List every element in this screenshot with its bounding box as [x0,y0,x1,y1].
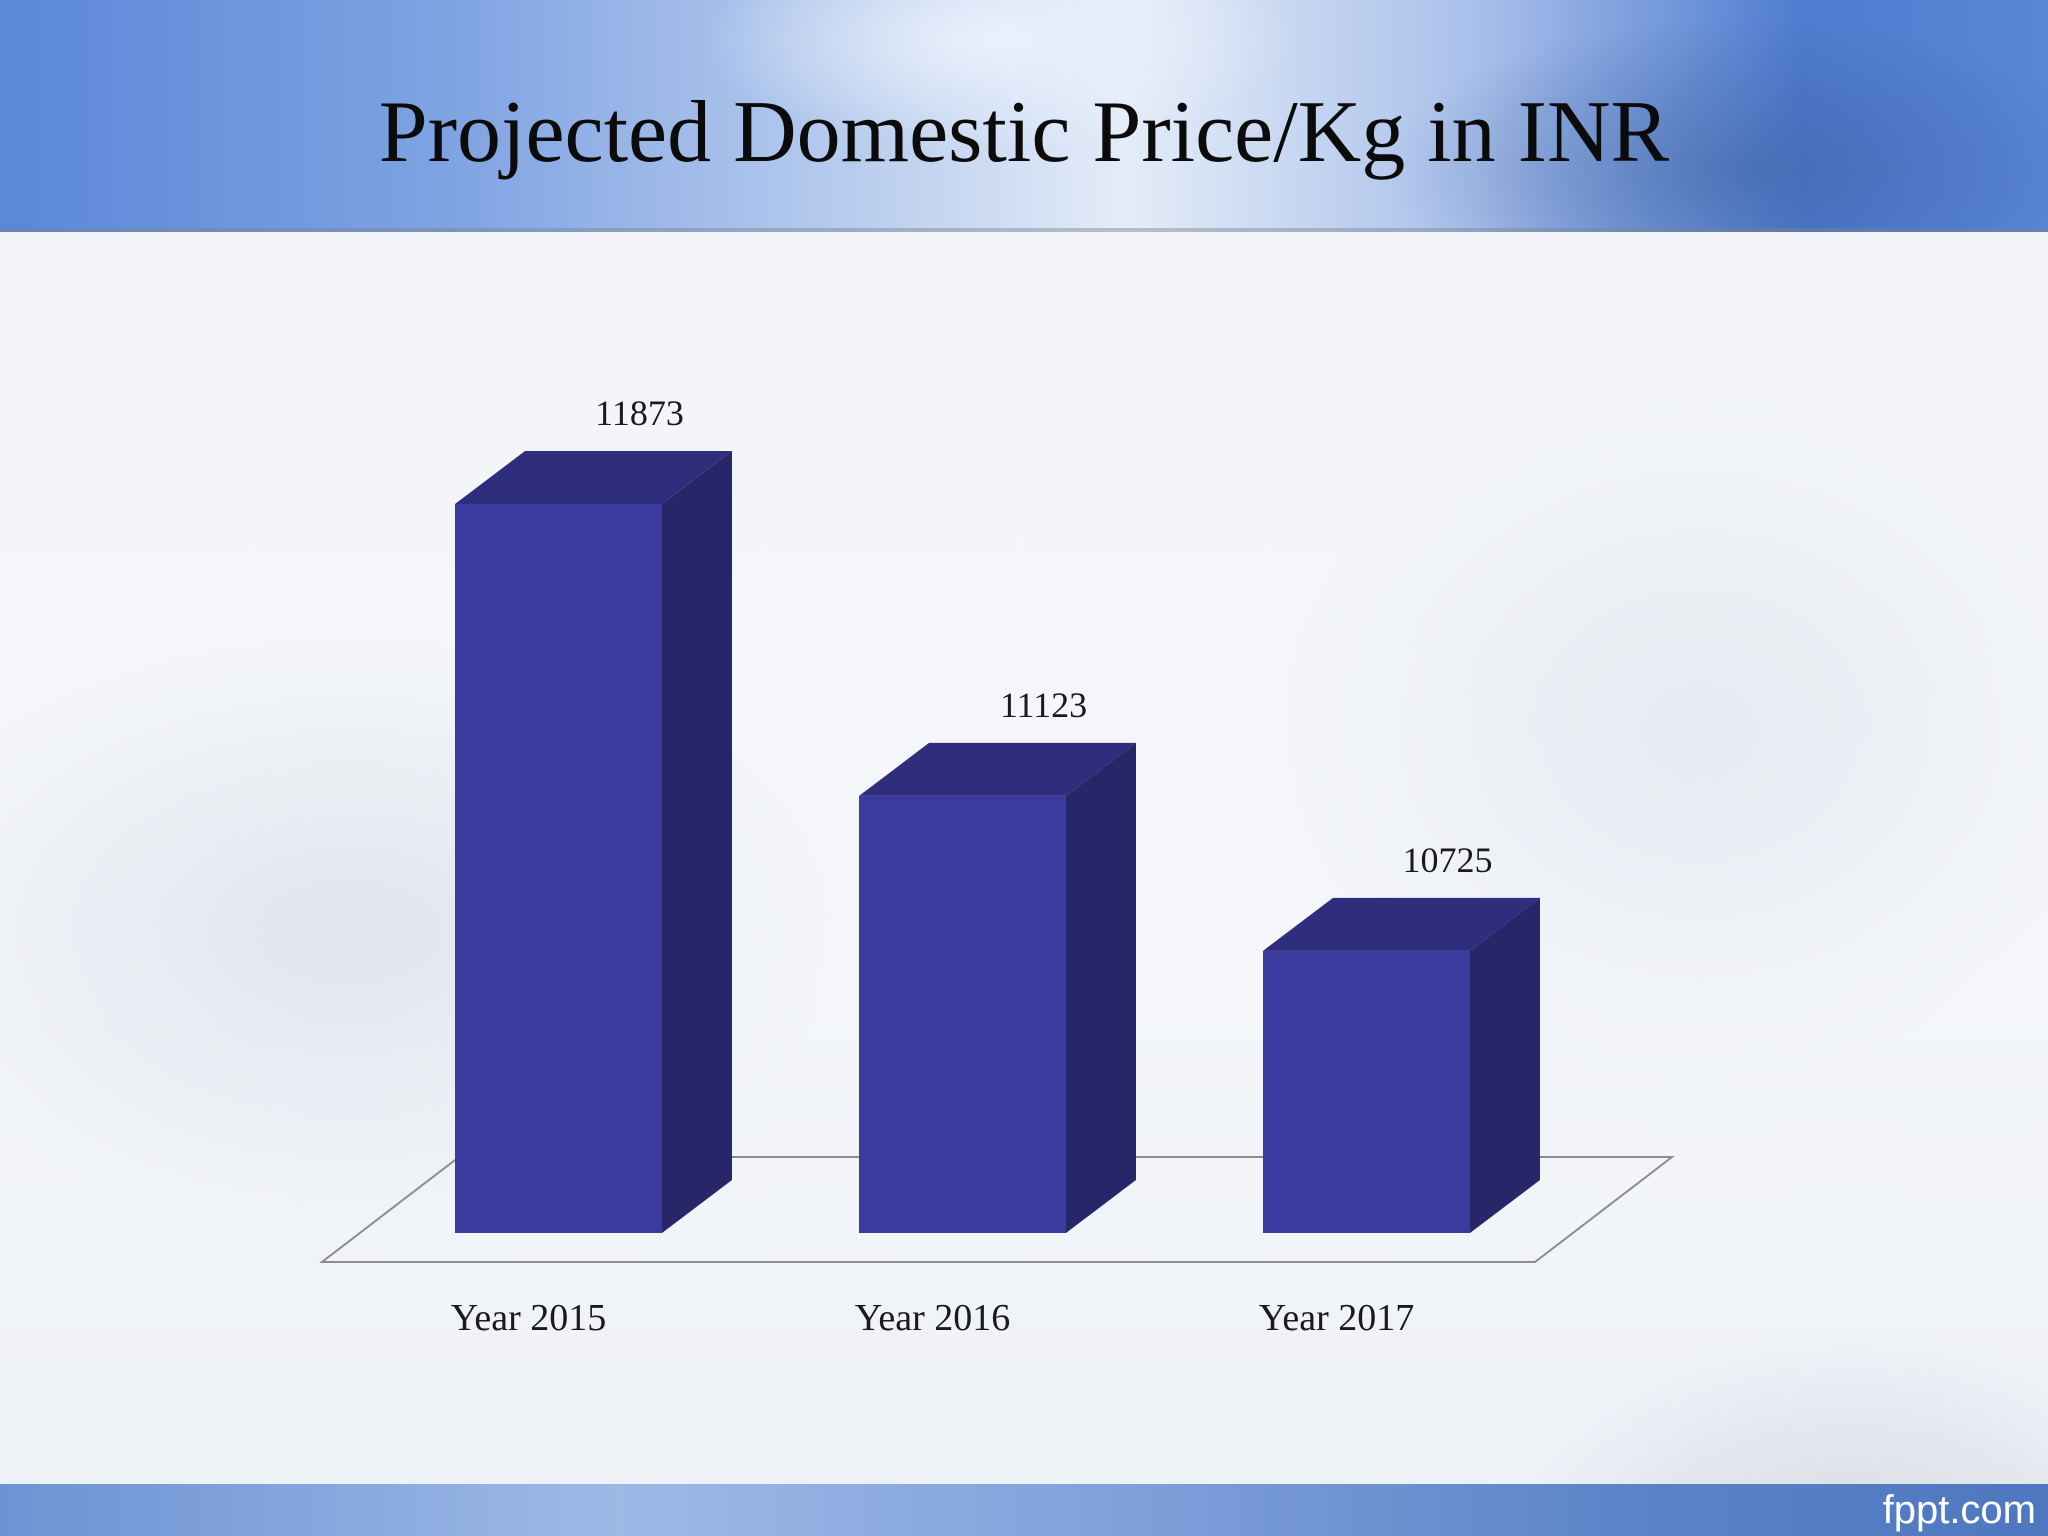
category-label: Year 2016 [855,1297,1011,1339]
chart-labels: 11873 Year 2015 11123 Year 2016 10725 Year 20… [451,393,1493,1339]
slide-title: Projected Domestic Price/Kg in INR [378,84,1670,181]
bar-side-face [662,451,732,1233]
bar-front-face [455,504,662,1233]
data-label: 11123 [1000,685,1087,725]
bar-top-face [1263,897,1540,951]
header-band [0,0,2048,232]
brand-watermark: fppt.com [1882,1488,2036,1532]
bar-side-face [1470,897,1540,1233]
data-label: 10725 [1403,840,1493,880]
footer-band [0,1484,2048,1536]
bar-1 [455,451,732,1233]
bar-front-face [1263,950,1470,1233]
chart-bars [455,451,1540,1233]
category-label: Year 2015 [451,1297,607,1339]
bar-top-face [455,451,732,504]
bar-top-face [859,742,1136,796]
category-label: Year 2017 [1259,1297,1415,1339]
bar-front-face [859,795,1066,1233]
bar-3 [1263,897,1540,1233]
chart-floor [319,1156,1675,1263]
bar-2 [859,742,1136,1233]
bar-side-face [1066,742,1136,1233]
data-label: 11873 [595,393,684,433]
chart-floor-outline [319,1156,1675,1263]
